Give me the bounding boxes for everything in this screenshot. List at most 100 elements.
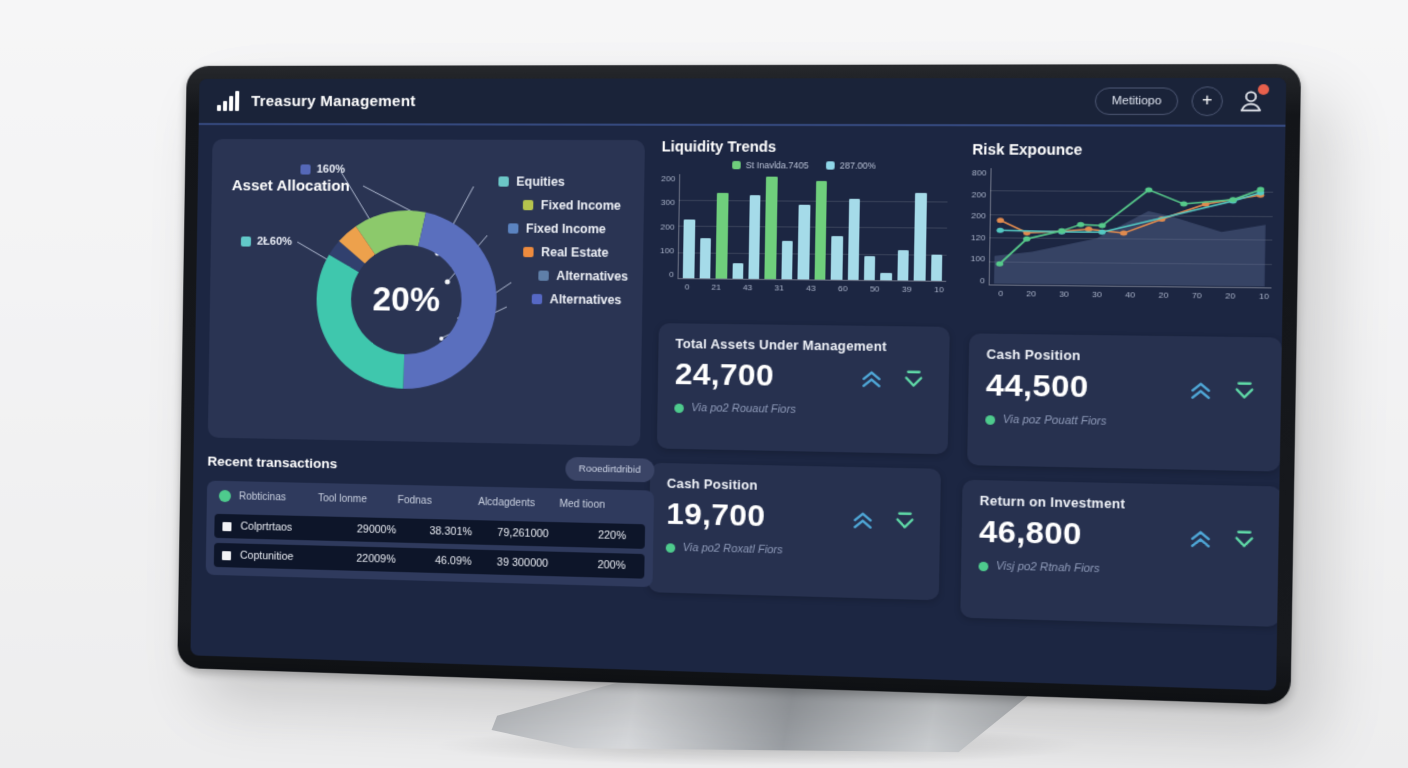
legend-swatch <box>498 176 510 187</box>
risk-exposure-chart: Risk Expounce 800 200 200 120 100 0 0 20 30 30 40… <box>970 141 1274 320</box>
bar <box>913 192 927 281</box>
x-tick: 70 <box>1191 290 1202 301</box>
legend-item: Equities <box>498 174 630 189</box>
legend-swatch <box>731 160 741 170</box>
bar <box>732 262 744 279</box>
kpi-card-cash-position-1: Cash Position 44,500 Via poz Pouatt Fior… <box>967 333 1282 472</box>
transactions-table: Robticinas Tool lonme Fodnas Alcdagdents Med… <box>205 480 655 588</box>
bar <box>814 180 828 280</box>
donut-slice-real-assets-teal <box>315 254 406 389</box>
y-tick: 200 <box>971 189 987 200</box>
bar <box>830 235 843 280</box>
legend-swatch <box>538 270 550 281</box>
x-tick: 43 <box>742 282 753 293</box>
column-header[interactable]: Fodnas <box>397 494 432 507</box>
bar <box>715 193 729 279</box>
y-tick: 200 <box>660 221 675 232</box>
transactions-title: Recent transactions <box>207 453 338 472</box>
data-point-orange <box>1085 226 1093 232</box>
asset-allocation-panel: 160% Asset Allocation 2Ł60% 20% Equities… <box>207 139 645 447</box>
liquidity-bar-plot <box>677 174 948 282</box>
x-tick: 43 <box>806 283 816 293</box>
y-tick: 120 <box>970 232 986 243</box>
double-chevron-up-icon[interactable] <box>849 506 876 533</box>
legend-swatch <box>523 199 534 211</box>
add-button[interactable]: + <box>1191 86 1224 117</box>
column-header[interactable]: Robticinas <box>238 490 286 503</box>
legend-item: Alternatives <box>538 268 628 284</box>
app-title: Treasury Management <box>251 92 416 110</box>
x-tick: 10 <box>1258 291 1270 302</box>
double-chevron-up-icon[interactable] <box>1186 524 1214 551</box>
liquidity-legend: St Inavlda.7405 287.00% <box>661 160 948 171</box>
kpi-card-cash-position-2: Cash Position 19,700 Via po2 Roxatl Fior… <box>648 462 941 601</box>
data-point-green <box>1098 222 1107 229</box>
x-tick: 40 <box>1125 290 1136 300</box>
bar <box>781 240 794 280</box>
liquidity-trends-title: Liquidity Trends <box>661 138 777 155</box>
chevron-down-bar-icon[interactable] <box>1230 377 1259 404</box>
bar <box>880 273 892 281</box>
bar <box>863 256 876 281</box>
donut-slice-alternatives-navy <box>328 240 366 273</box>
asset-allocation-title: Asset Allocation <box>231 177 350 195</box>
cell-value: 220% <box>597 529 627 543</box>
dashboard-content: 160% Asset Allocation 2Ł60% 20% Equities… <box>190 125 1285 691</box>
x-tick: 0 <box>998 288 1004 299</box>
kpi-subtitle: Via po2 Roxatl Fiors <box>682 541 783 557</box>
cell-value: 200% <box>597 558 626 573</box>
y-tick: 100 <box>970 254 986 264</box>
row-checkbox[interactable] <box>222 521 232 531</box>
x-tick: 20 <box>1158 290 1169 301</box>
row-checkbox[interactable] <box>221 550 232 560</box>
legend-swatch <box>531 293 543 305</box>
kpi-subtitle: Visj po2 Rtnah Fiors <box>995 560 1100 576</box>
legend-swatch <box>825 161 835 170</box>
liquidity-y-axis: 200 300 200 100 0 <box>660 174 680 279</box>
cell-name: Colprtrtaos <box>240 520 293 534</box>
legend-item: Alternatives <box>531 292 628 307</box>
y-tick: 200 <box>661 174 676 184</box>
status-dot <box>665 542 676 553</box>
cell-value: 39 300000 <box>496 556 549 570</box>
monitor: Treasury Management Metitiopo + <box>177 63 1302 705</box>
kpi-title: Cash Position <box>986 347 1081 364</box>
y-tick: 300 <box>660 197 675 208</box>
legend-swatch <box>240 236 252 247</box>
column-header[interactable]: Alcdagdents <box>477 496 536 509</box>
risk-y-axis: 800 200 200 120 100 0 <box>970 168 991 285</box>
cell-value: 79,261000 <box>497 526 549 541</box>
y-tick: 800 <box>971 168 987 178</box>
bar <box>797 204 811 280</box>
donut-callout-top: 160% <box>300 163 345 176</box>
chevron-down-bar-icon[interactable] <box>891 507 918 534</box>
bar <box>699 237 712 279</box>
metitiopo-button[interactable]: Metitiopo <box>1095 87 1179 115</box>
asset-allocation-legend: Equities Fixed Income Fixed Income Real Est… <box>497 174 630 307</box>
kpi-title: Cash Position <box>666 476 758 493</box>
cell-value: 38.301% <box>429 525 473 539</box>
column-header[interactable]: Tool lonme <box>317 492 368 505</box>
double-chevron-up-icon[interactable] <box>1187 376 1215 403</box>
table-row[interactable]: Coptunitioe 22009% 46.09% 39 300000 200% <box>213 542 645 579</box>
kpi-value: 24,700 <box>674 357 775 393</box>
transactions-action-button[interactable]: Rooedirtdribid <box>565 456 655 483</box>
kpi-card-total-assets: Total Assets Under Management 24,700 Via… <box>656 323 950 455</box>
legend-item: Fixed Income <box>523 198 629 213</box>
x-tick: 31 <box>774 283 785 293</box>
kpi-title: Total Assets Under Management <box>675 336 887 355</box>
chevron-down-bar-icon[interactable] <box>900 365 927 391</box>
chevron-down-bar-icon[interactable] <box>1230 525 1259 552</box>
kpi-card-return-on-investment: Return on Investment 46,800 Visj po2 Rtn… <box>960 479 1282 627</box>
user-menu-button[interactable] <box>1236 84 1270 115</box>
x-tick: 0 <box>684 282 690 292</box>
status-dot <box>218 489 232 503</box>
risk-line-plot <box>989 168 1274 289</box>
bar <box>897 250 910 281</box>
cell-value: 46.09% <box>434 554 472 568</box>
bar <box>764 177 778 280</box>
double-chevron-up-icon[interactable] <box>858 365 885 391</box>
status-dot <box>978 561 989 571</box>
x-tick: 21 <box>711 282 721 292</box>
column-header[interactable]: Med tioon <box>559 498 606 511</box>
